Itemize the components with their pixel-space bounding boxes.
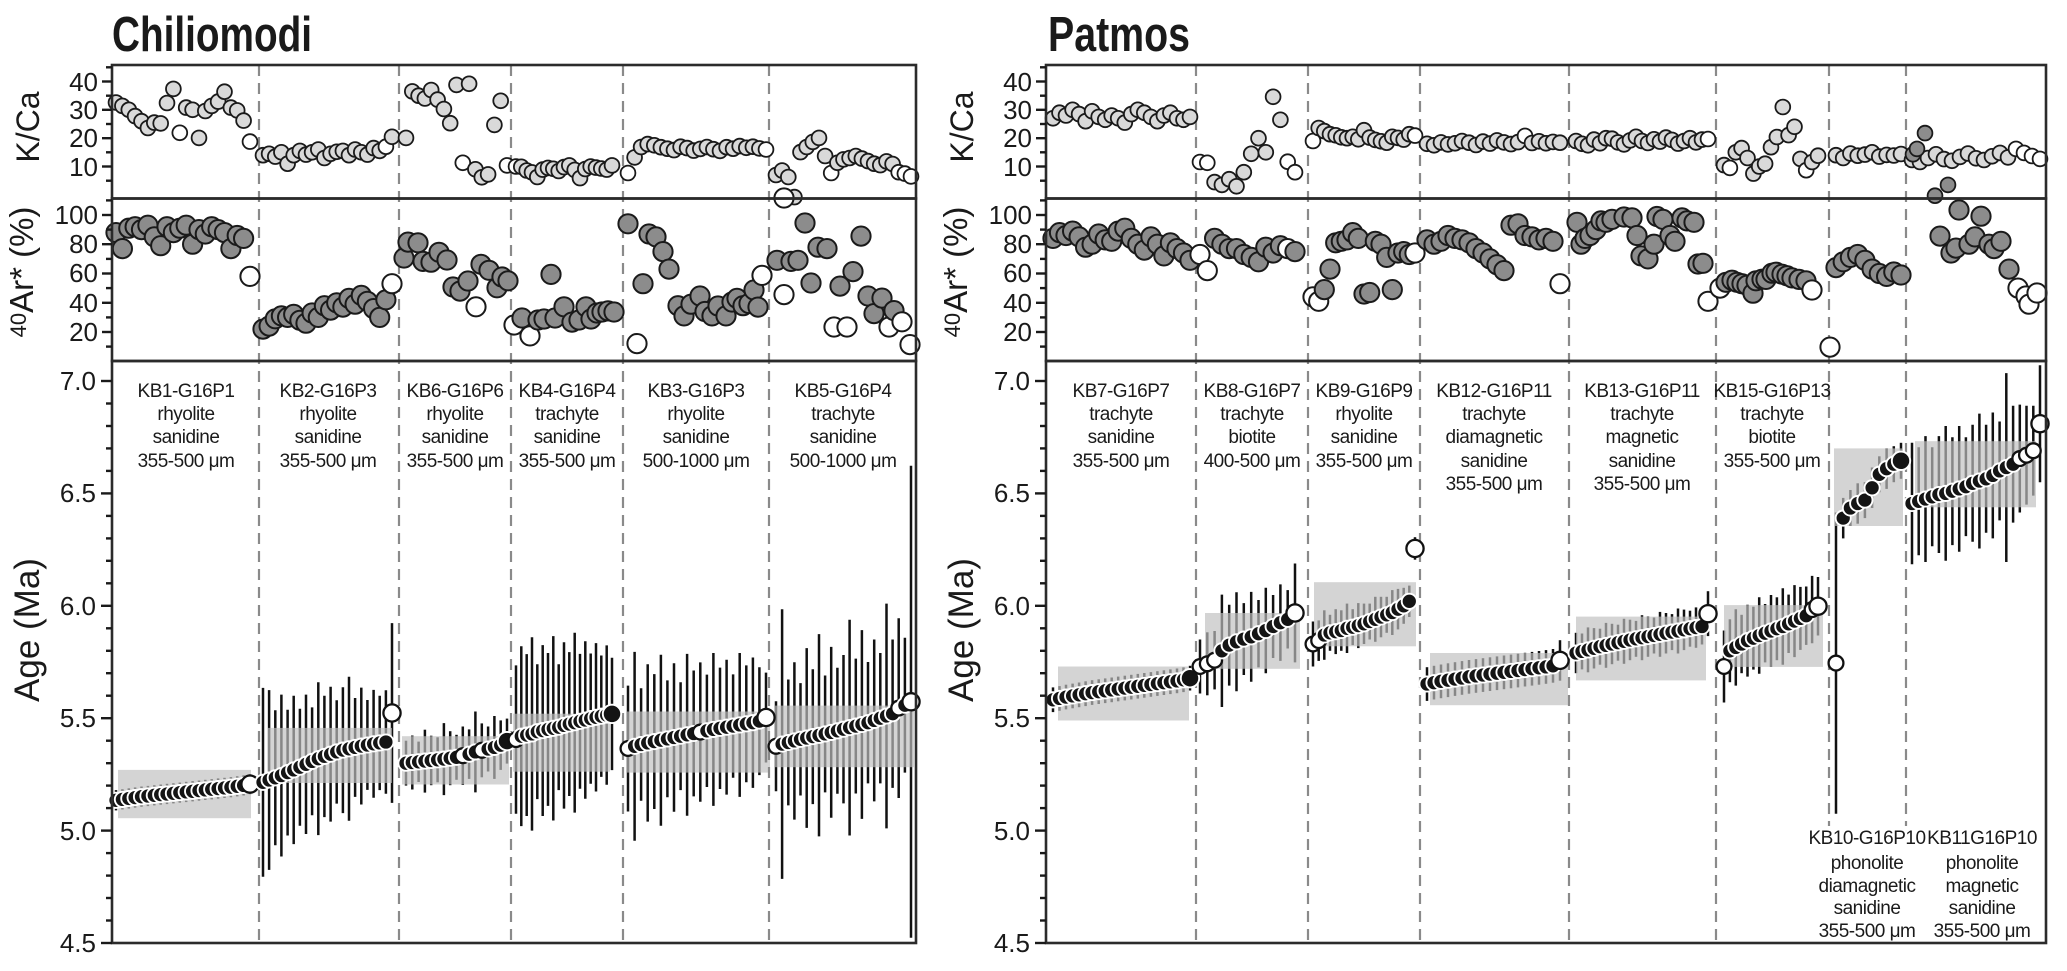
svg-text:KB13-G16P11: KB13-G16P11 [1584,381,1700,402]
svg-text:magnetic: magnetic [1945,876,2018,897]
svg-text:60: 60 [69,258,98,288]
svg-text:355-500 μm: 355-500 μm [519,451,616,472]
svg-text:80: 80 [69,229,98,259]
svg-text:4.5: 4.5 [60,928,96,958]
svg-text:sanidine: sanidine [1834,898,1901,919]
svg-text:KB4-G16P4: KB4-G16P4 [519,381,617,402]
svg-text:355-500 μm: 355-500 μm [1594,474,1691,495]
svg-text:trachyte: trachyte [811,404,875,425]
svg-text:sanidine: sanidine [663,427,730,448]
svg-text:trachyte: trachyte [535,404,599,425]
svg-text:KB11G16P10: KB11G16P10 [1927,828,2037,849]
svg-text:phonolite: phonolite [1831,853,1904,874]
svg-text:355-500 μm: 355-500 μm [138,451,235,472]
svg-text:diamagnetic: diamagnetic [1819,876,1916,897]
svg-text:Chiliomodi: Chiliomodi [112,8,312,62]
svg-text:KB3-G16P3: KB3-G16P3 [648,381,745,402]
svg-text:sanidine: sanidine [1609,451,1676,472]
svg-text:Age (Ma): Age (Ma) [942,558,981,702]
svg-text:355-500 μm: 355-500 μm [280,451,377,472]
svg-text:500-1000 μm: 500-1000 μm [643,451,750,472]
svg-text:Age (Ma): Age (Ma) [8,558,47,702]
svg-text:K/Ca: K/Ca [944,91,980,162]
svg-text:rhyolite: rhyolite [426,404,483,425]
svg-text:5.0: 5.0 [60,816,96,846]
svg-text:sanidine: sanidine [1949,898,2016,919]
svg-text:100: 100 [55,200,98,230]
svg-text:60: 60 [1003,258,1032,288]
svg-text:trachyte: trachyte [1462,404,1526,425]
svg-text:10: 10 [1003,152,1032,182]
svg-text:355-500 μm: 355-500 μm [1316,451,1413,472]
svg-text:5.5: 5.5 [994,703,1030,733]
svg-text:trachyte: trachyte [1089,404,1153,425]
svg-text:40: 40 [69,288,98,318]
svg-text:400-500 μm: 400-500 μm [1204,451,1301,472]
svg-text:sanidine: sanidine [153,427,220,448]
svg-text:KB8-G16P7: KB8-G16P7 [1204,381,1301,402]
svg-text:Patmos: Patmos [1048,8,1190,62]
svg-text:rhyolite: rhyolite [667,404,724,425]
svg-text:20: 20 [1003,123,1032,153]
svg-text:sanidine: sanidine [1088,427,1155,448]
svg-text:biotite: biotite [1228,427,1275,448]
svg-text:sanidine: sanidine [295,427,362,448]
svg-text:355-500 μm: 355-500 μm [407,451,504,472]
svg-text:500-1000 μm: 500-1000 μm [790,451,897,472]
svg-text:rhyolite: rhyolite [157,404,214,425]
svg-text:phonolite: phonolite [1946,853,2019,874]
svg-text:10: 10 [69,152,98,182]
svg-text:sanidine: sanidine [1331,427,1398,448]
svg-text:sanidine: sanidine [810,427,877,448]
svg-text:KB9-G16P9: KB9-G16P9 [1316,381,1413,402]
svg-text:100: 100 [989,200,1032,230]
svg-text:biotite: biotite [1748,427,1795,448]
svg-text:6.5: 6.5 [60,478,96,508]
svg-text:sanidine: sanidine [1461,451,1528,472]
svg-text:trachyte: trachyte [1220,404,1284,425]
svg-text:355-500 μm: 355-500 μm [1446,474,1543,495]
svg-text:magnetic: magnetic [1605,427,1678,448]
svg-text:KB6-G16P6: KB6-G16P6 [407,381,504,402]
svg-text:trachyte: trachyte [1740,404,1804,425]
svg-text:20: 20 [69,317,98,347]
svg-text:6.0: 6.0 [60,591,96,621]
svg-text:6.5: 6.5 [994,478,1030,508]
svg-text:KB10-G16P10: KB10-G16P10 [1808,828,1925,849]
svg-text:KB7-G16P7: KB7-G16P7 [1073,381,1170,402]
svg-text:K/Ca: K/Ca [10,91,46,162]
svg-text:7.0: 7.0 [60,366,96,396]
svg-text:30: 30 [69,95,98,125]
svg-text:7.0: 7.0 [994,366,1030,396]
svg-text:30: 30 [1003,95,1032,125]
svg-text:sanidine: sanidine [534,427,601,448]
svg-text:rhyolite: rhyolite [1335,404,1392,425]
svg-text:6.0: 6.0 [994,591,1030,621]
svg-text:40: 40 [69,67,98,97]
svg-text:5.5: 5.5 [60,703,96,733]
svg-text:sanidine: sanidine [422,427,489,448]
svg-text:40: 40 [1003,67,1032,97]
svg-text:4.5: 4.5 [994,928,1030,958]
svg-text:diamagnetic: diamagnetic [1446,427,1543,448]
svg-text:KB12-G16P11: KB12-G16P11 [1436,381,1552,402]
svg-text:355-500 μm: 355-500 μm [1819,921,1916,942]
svg-text:KB15-G16P13: KB15-G16P13 [1713,381,1830,402]
svg-text:355-500 μm: 355-500 μm [1934,921,2031,942]
svg-text:trachyte: trachyte [1610,404,1674,425]
svg-text:40: 40 [1003,288,1032,318]
svg-text:20: 20 [1003,317,1032,347]
svg-text:KB5-G16P4: KB5-G16P4 [795,381,893,402]
svg-text:80: 80 [1003,229,1032,259]
svg-text:KB2-G16P3: KB2-G16P3 [280,381,377,402]
svg-text:rhyolite: rhyolite [299,404,356,425]
svg-text:355-500 μm: 355-500 μm [1724,451,1821,472]
svg-text:20: 20 [69,123,98,153]
svg-text:5.0: 5.0 [994,816,1030,846]
svg-text:KB1-G16P1: KB1-G16P1 [138,381,235,402]
svg-text:355-500 μm: 355-500 μm [1073,451,1170,472]
